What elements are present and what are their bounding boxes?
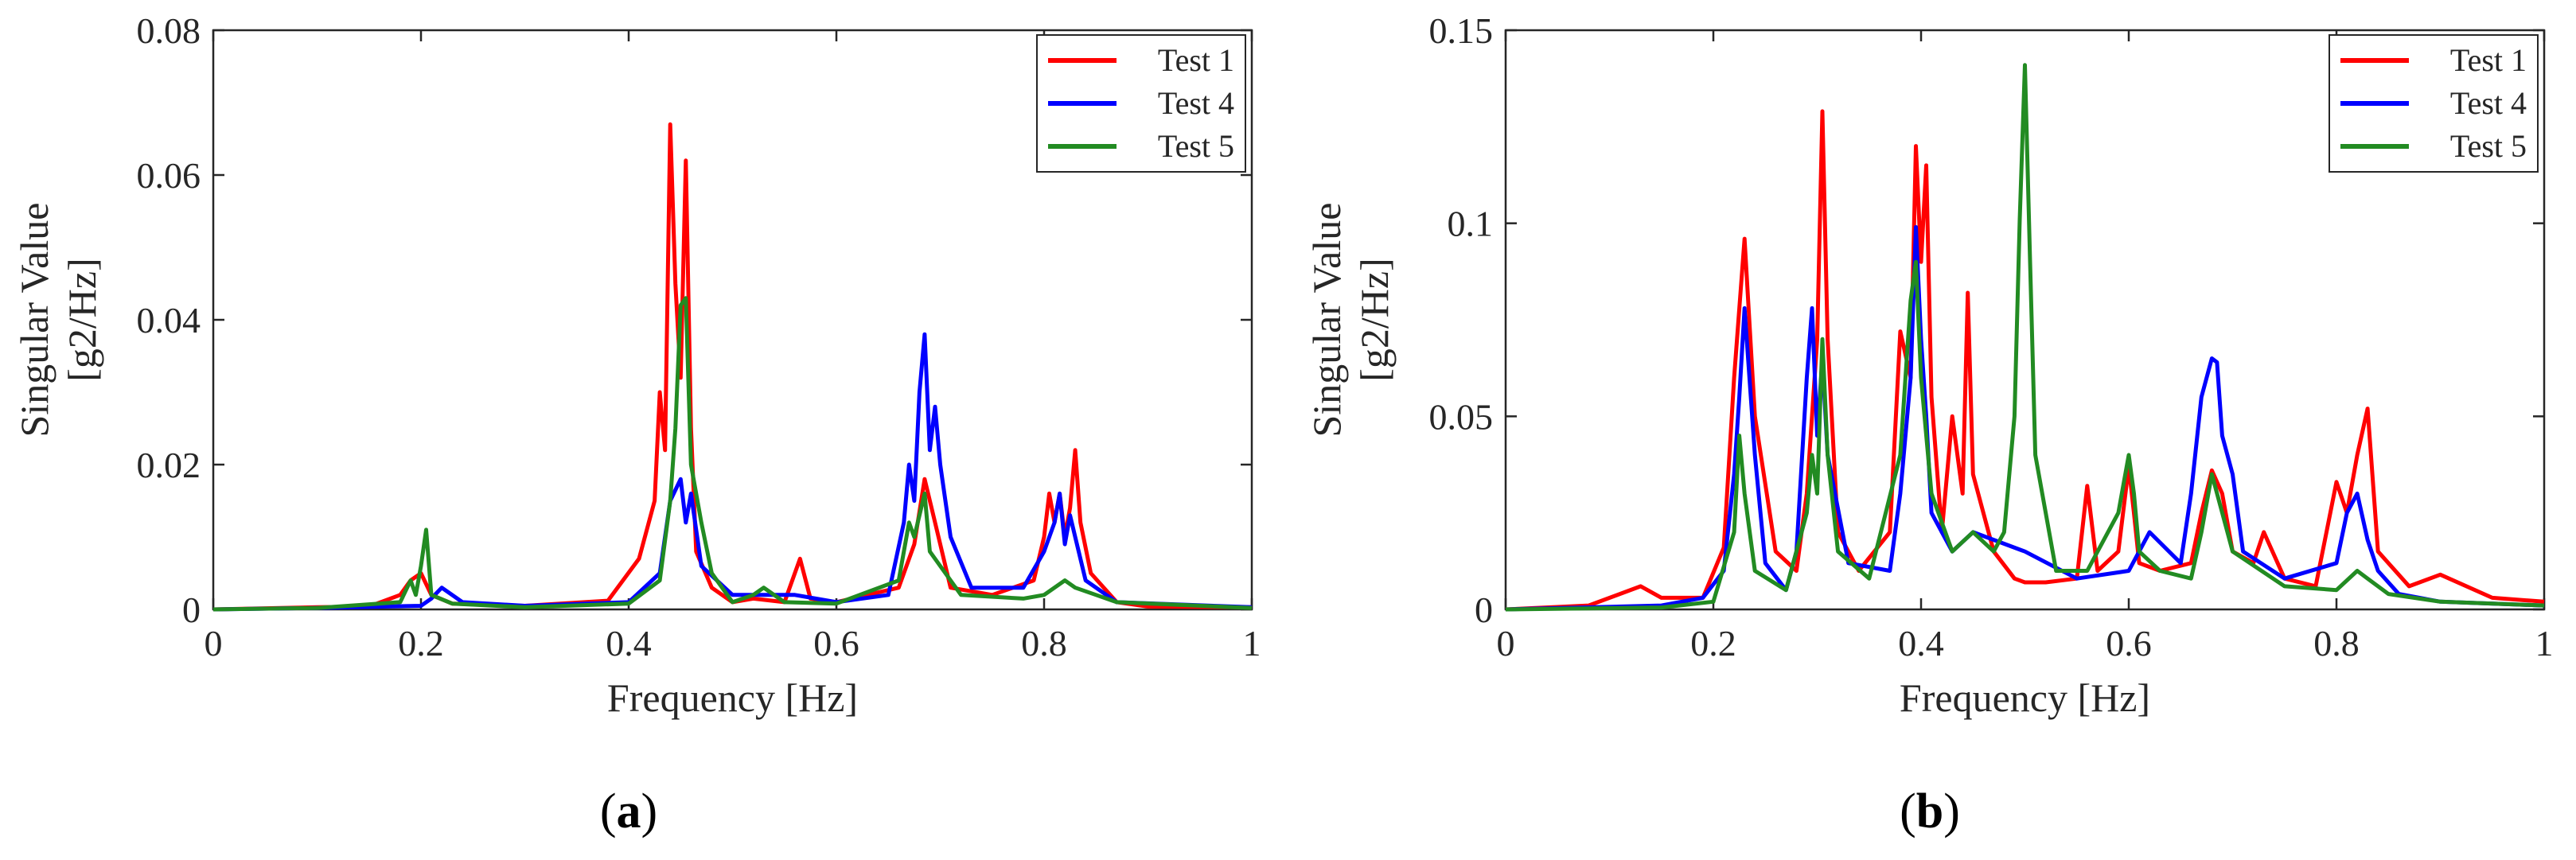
y-axis-label: Singular Value [g2/Hz]: [1304, 203, 1397, 438]
y-axis-label-line1: Singular Value: [12, 203, 57, 438]
y-tick-label: 0.05: [1429, 396, 1494, 437]
x-tick-label: 1: [2535, 623, 2554, 663]
panel-label-close: ): [1943, 784, 1960, 839]
legend-entry: Test 4: [1158, 85, 1234, 121]
y-tick-label: 0.04: [137, 300, 201, 340]
x-tick-label: 0: [205, 623, 223, 663]
series-line-test-5: [212, 296, 1253, 612]
panel-label-open: (: [600, 784, 617, 839]
y-tick-label: 0: [182, 590, 201, 630]
y-axis-label: Singular Value [g2/Hz]: [12, 203, 104, 438]
legend-entry: Test 5: [1158, 128, 1234, 164]
legend-entry: Test 4: [2450, 85, 2527, 121]
x-tick-label: 0.8: [2313, 623, 2360, 663]
y-tick-label: 0.06: [137, 155, 201, 196]
y-tick-label: 0: [1475, 590, 1493, 630]
panel-label-letter: a: [617, 784, 641, 839]
x-tick-label: 0: [1497, 623, 1515, 663]
panel-label-letter: b: [1916, 784, 1943, 839]
y-tick-label: 0.1: [1448, 204, 1494, 244]
y-tick-label: 0.15: [1429, 10, 1494, 51]
y-axis-label-line2: [g2/Hz]: [60, 258, 104, 382]
series-line-test-4: [1505, 225, 2545, 612]
x-tick-label: 0.2: [1690, 623, 1736, 663]
x-tick-label: 0.8: [1021, 623, 1067, 663]
x-tick-label: 0.6: [813, 623, 859, 663]
y-axis-label-line1: Singular Value: [1304, 203, 1349, 438]
legend-entry: Test 5: [2450, 128, 2527, 164]
chart-panel-a: 0 0.2 0.4 0.6 0.8 1 0 0.02 0.04 0.06 0.08 Frequency…: [12, 10, 1261, 839]
x-tick-label: 0.4: [1898, 623, 1944, 663]
y-tick-label: 0.02: [137, 445, 201, 485]
legend: Test 1 Test 4 Test 5: [2329, 34, 2539, 173]
panel-label: (a): [600, 784, 657, 839]
legend: Test 1 Test 4 Test 5: [1036, 34, 1246, 173]
series-line-test-5: [1505, 63, 2545, 612]
x-tick-label: 0.2: [398, 623, 444, 663]
y-axis-label-line2: [g2/Hz]: [1352, 258, 1397, 382]
x-tick-label: 0.6: [2106, 623, 2152, 663]
y-tick-label: 0.08: [137, 10, 201, 51]
panel-label: (b): [1900, 784, 1960, 839]
legend-entry: Test 1: [2450, 42, 2527, 78]
panel-label-open: (: [1900, 784, 1916, 839]
x-axis-label: Frequency [Hz]: [1900, 675, 2150, 720]
x-axis-label: Frequency [Hz]: [607, 675, 858, 720]
x-tick-label: 1: [1243, 623, 1261, 663]
panel-label-close: ): [641, 784, 658, 839]
x-tick-label: 0.4: [606, 623, 652, 663]
legend-entry: Test 1: [1158, 42, 1234, 78]
chart-panel-b: 0 0.2 0.4 0.6 0.8 1 0 0.05 0.1 0.15 Frequency [Hz]…: [1304, 10, 2554, 839]
